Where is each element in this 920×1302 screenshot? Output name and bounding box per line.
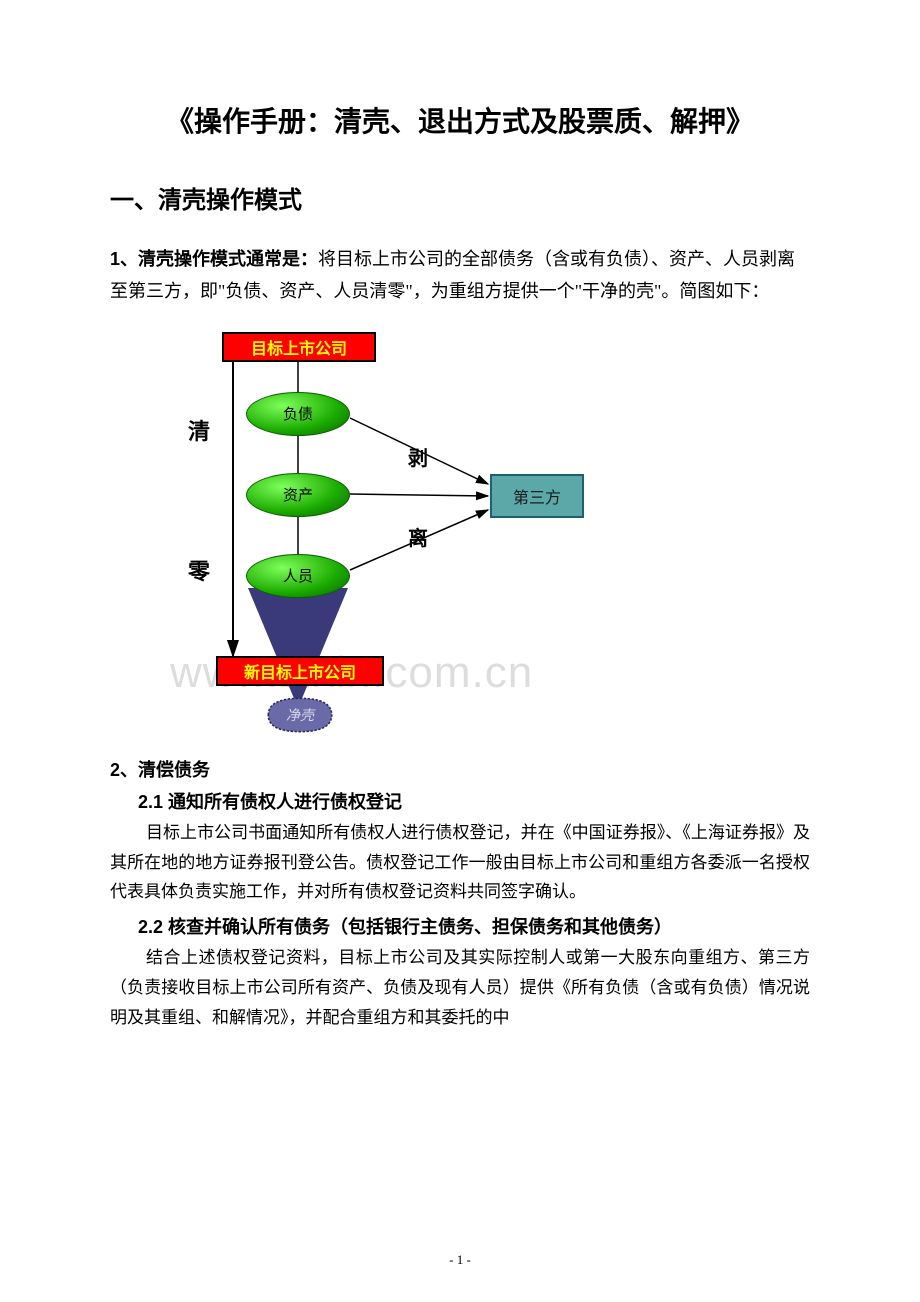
scallop-label: 净壳 [286,705,314,725]
label-bo: 剥 [408,442,428,471]
intro-paragraph: 1、清壳操作模式通常是：将目标上市公司的全部债务（含或有负债）、资产、人员剥离至… [110,243,810,308]
diagram-scallop: 净壳 [260,692,340,738]
diagram-right-box: 第三方 [490,474,584,518]
label-li: 离 [408,522,428,551]
paragraph-2-1: 目标上市公司书面通知所有债权人进行债权登记，并在《中国证券报》、《上海证券报》及… [110,818,810,907]
diagram-ellipse-people: 人员 [246,554,350,598]
heading-2: 2、清偿债务 [110,756,810,782]
diagram-ellipse-asset: 资产 [246,473,350,517]
paragraph-2-2: 结合上述债权登记资料，目标上市公司及其实际控制人或第一大股东向重组方、第三方（负… [110,943,810,1032]
diagram-top-box: 目标上市公司 [222,332,376,362]
heading-2-2: 2.2 核查并确认所有债务（包括银行主债务、担保债务和其他债务） [110,913,810,939]
label-ling: 零 [188,554,210,586]
document-content: 《操作手册：清壳、退出方式及股票质、解押》 一、清壳操作模式 1、清壳操作模式通… [110,100,810,1032]
heading-2-1: 2.1 通知所有债权人进行债权登记 [110,788,810,814]
page-number: - 1 - [449,1252,471,1268]
diagram-ellipse-debt: 负债 [246,392,350,436]
diagram-bottom-box: 新目标上市公司 [216,656,384,686]
intro-lead: 1、清壳操作模式通常是： [110,249,318,269]
diagram-connectors [110,326,810,746]
section-1-heading: 一、清壳操作模式 [110,180,810,215]
flowchart-diagram: 目标上市公司 负债 资产 人员 新目标上市公司 净壳 第三方 清 零 剥 离 [110,326,810,746]
document-title: 《操作手册：清壳、退出方式及股票质、解押》 [110,100,810,140]
label-qing: 清 [188,414,210,446]
